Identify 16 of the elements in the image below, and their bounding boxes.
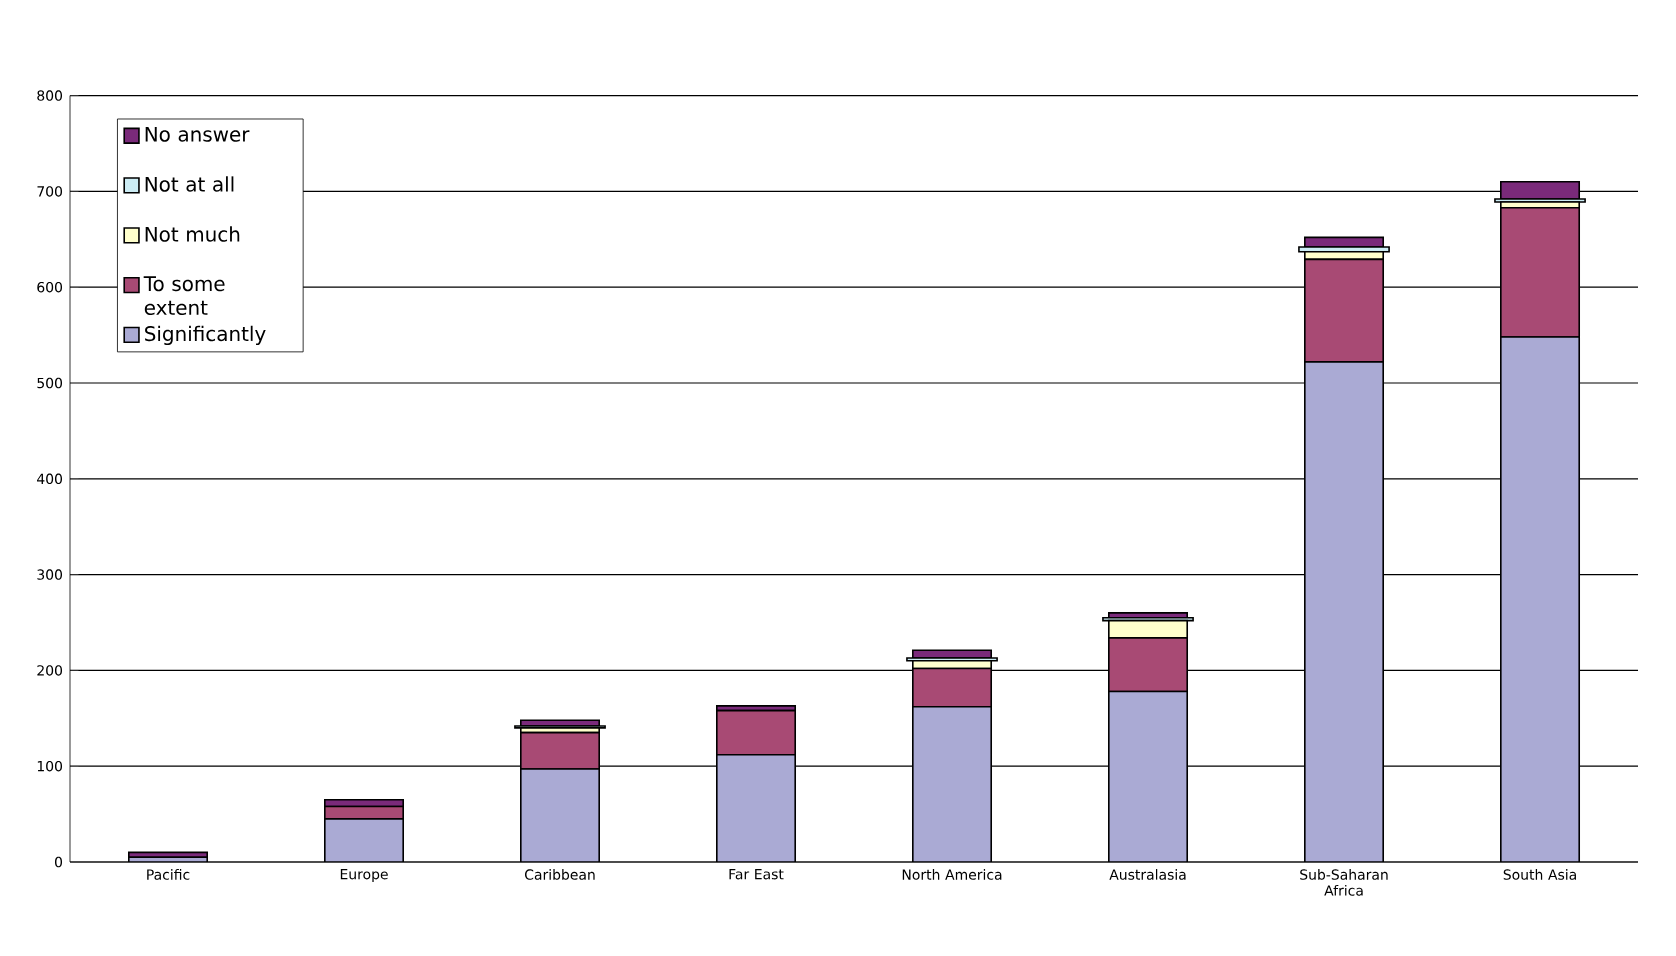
bar [1500,336,1581,862]
bar [1108,690,1189,862]
legend-label: Not at all [145,176,234,192]
legend-label: To some extent [143,276,225,316]
legend-label: Not much [145,226,240,242]
bar [912,706,993,862]
bar [324,818,404,862]
bar [1500,181,1581,200]
bar [912,667,993,708]
bar [520,731,600,770]
legend-label: No answer [145,126,250,142]
legend-label: Significantly [145,325,266,346]
bar [716,753,797,862]
bar [520,768,600,862]
bar [716,709,797,756]
bar [1304,361,1385,862]
